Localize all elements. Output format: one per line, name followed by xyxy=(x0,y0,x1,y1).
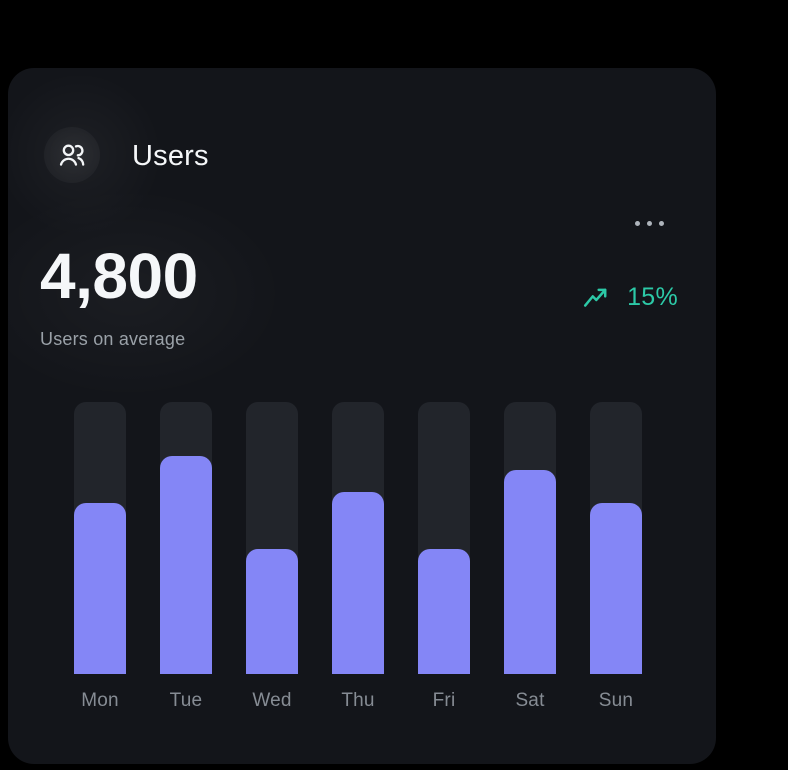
bar-label: Thu xyxy=(341,690,375,711)
bar-column-mon: Mon xyxy=(74,402,126,712)
ellipsis-icon xyxy=(658,220,664,226)
stat-value: 4,800 xyxy=(40,240,198,312)
bar-column-sun: Sun xyxy=(590,402,642,712)
bar-label: Sun xyxy=(598,690,634,711)
bar-label: Sat xyxy=(515,690,545,711)
bar-column-tue: Tue xyxy=(160,402,212,712)
trend-indicator: 15% xyxy=(579,283,678,312)
bar-fill xyxy=(418,548,470,674)
bar-track xyxy=(246,402,298,674)
bar-track xyxy=(160,402,212,674)
bar-track xyxy=(418,402,470,674)
bar-label: Fri xyxy=(432,690,456,711)
bar-fill xyxy=(504,470,556,674)
bar-fill xyxy=(590,502,642,674)
bar-column-thu: Thu xyxy=(332,402,384,712)
users-icon xyxy=(44,127,100,183)
bar-column-sat: Sat xyxy=(504,402,556,712)
card-title: Users xyxy=(132,140,209,172)
bar-track xyxy=(590,402,642,674)
bar-label: Mon xyxy=(81,690,119,711)
trending-up-icon xyxy=(583,288,607,307)
bar-column-wed: Wed xyxy=(246,402,298,712)
bar-track xyxy=(504,402,556,674)
bar-fill xyxy=(74,502,126,674)
bar-fill xyxy=(246,548,298,674)
bar-fill xyxy=(332,491,384,674)
users-card: Users 4,800 Users on average 15% Mon Tue W… xyxy=(8,68,716,764)
ellipsis-icon xyxy=(646,220,652,226)
bar-fill xyxy=(160,456,212,674)
bar-chart: Mon Tue Wed Thu Fri Sat Sun xyxy=(74,402,642,712)
bar-track xyxy=(332,402,384,674)
ellipsis-icon xyxy=(634,220,640,226)
stat-label: Users on average xyxy=(40,329,186,349)
bar-track xyxy=(74,402,126,674)
bar-label: Wed xyxy=(252,690,292,711)
more-options-button[interactable] xyxy=(620,206,678,240)
trend-value: 15% xyxy=(627,283,678,311)
bar-label: Tue xyxy=(169,690,203,711)
bar-column-fri: Fri xyxy=(418,402,470,712)
